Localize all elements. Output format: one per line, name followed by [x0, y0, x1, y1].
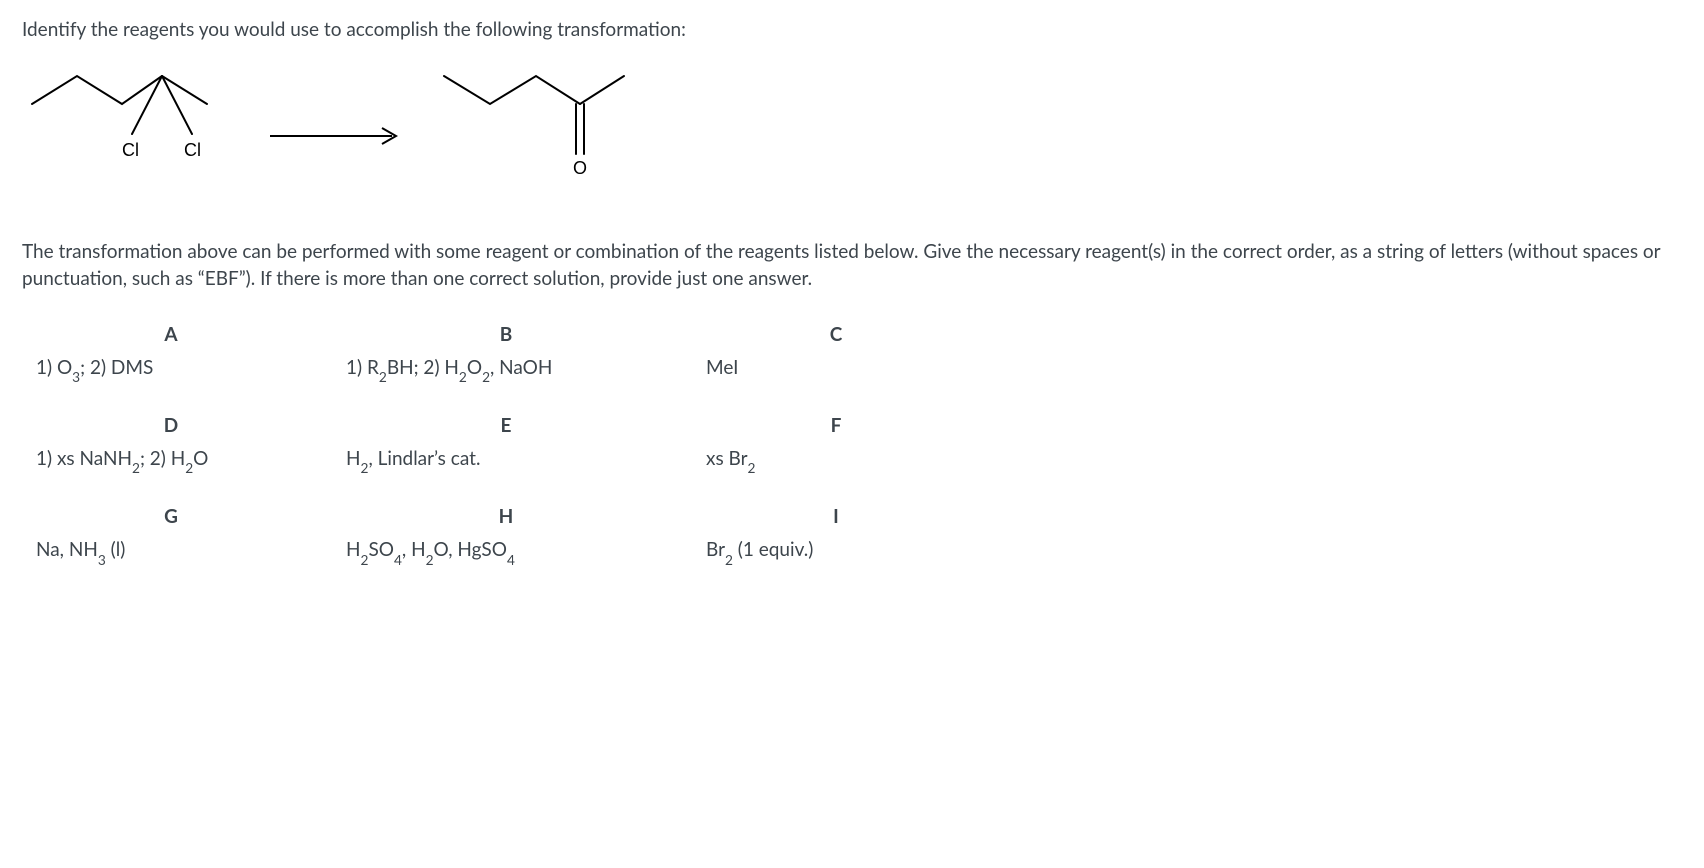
reagent-value: xs Br2	[706, 445, 966, 473]
reagent-header: F	[706, 412, 966, 440]
question-stem: Identify the reagents you would use to a…	[22, 16, 1682, 44]
reaction-arrow-icon	[266, 121, 406, 151]
reagent-value: 1) O3; 2) DMS	[36, 354, 306, 382]
reagent-value: MeI	[706, 354, 966, 382]
reagent-value: Br2 (1 equiv.)	[706, 536, 966, 564]
cl-label-left: Cl	[122, 140, 139, 160]
reagent-header: E	[346, 412, 666, 440]
cl-label-right: Cl	[184, 140, 201, 160]
reagent-header: D	[36, 412, 306, 440]
reagent-header: C	[706, 321, 966, 349]
reagent-value: H2, Lindlar’s cat.	[346, 445, 666, 473]
reagent-value: 1) xs NaNH2; 2) H2O	[36, 445, 306, 473]
reagent-value: Na, NH3 (l)	[36, 536, 306, 564]
reagent-header: B	[346, 321, 666, 349]
reagent-header: G	[36, 503, 306, 531]
o-label: O	[573, 158, 587, 178]
reagent-header: H	[346, 503, 666, 531]
reagent-value: H2SO4, H2O, HgSO4	[346, 536, 666, 564]
reagent-value: 1) R2BH; 2) H2O2, NaOH	[346, 354, 666, 382]
instructions-text: The transformation above can be performe…	[22, 238, 1682, 293]
reagent-table: A B C 1) O3; 2) DMS 1) R2BH; 2) H2O2, Na…	[36, 311, 1682, 578]
reagent-header: I	[706, 503, 966, 531]
reaction-scheme: Cl Cl O	[22, 56, 1682, 216]
reactant-structure: Cl Cl	[22, 56, 242, 216]
product-structure: O	[430, 56, 660, 216]
reagent-header: A	[36, 321, 306, 349]
